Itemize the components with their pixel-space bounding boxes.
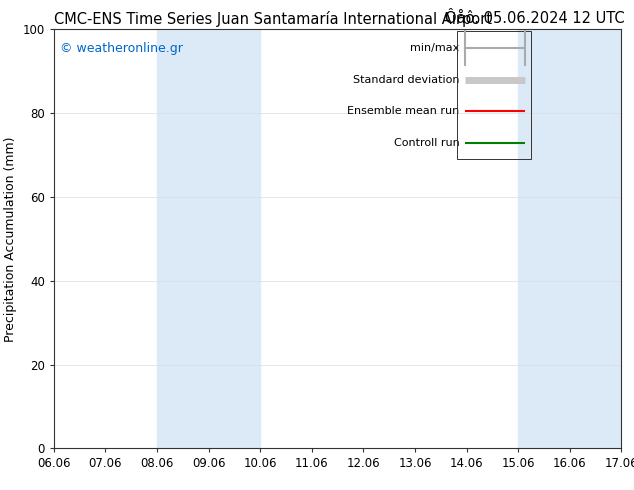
Text: Controll run: Controll run [394, 138, 460, 147]
Text: © weatheronline.gr: © weatheronline.gr [60, 42, 183, 55]
Text: Ôåô. 05.06.2024 12 UTC: Ôåô. 05.06.2024 12 UTC [445, 11, 624, 26]
Text: CMC-ENS Time Series Juan Santamaría International Airport: CMC-ENS Time Series Juan Santamaría Inte… [54, 11, 492, 27]
Text: Ensemble mean run: Ensemble mean run [347, 106, 460, 116]
Bar [518, 29, 621, 448]
Text: min/max: min/max [410, 43, 460, 53]
Bar [157, 29, 260, 448]
Y-axis label: Precipitation Accumulation (mm): Precipitation Accumulation (mm) [4, 136, 17, 342]
Text: Standard deviation: Standard deviation [353, 74, 460, 85]
